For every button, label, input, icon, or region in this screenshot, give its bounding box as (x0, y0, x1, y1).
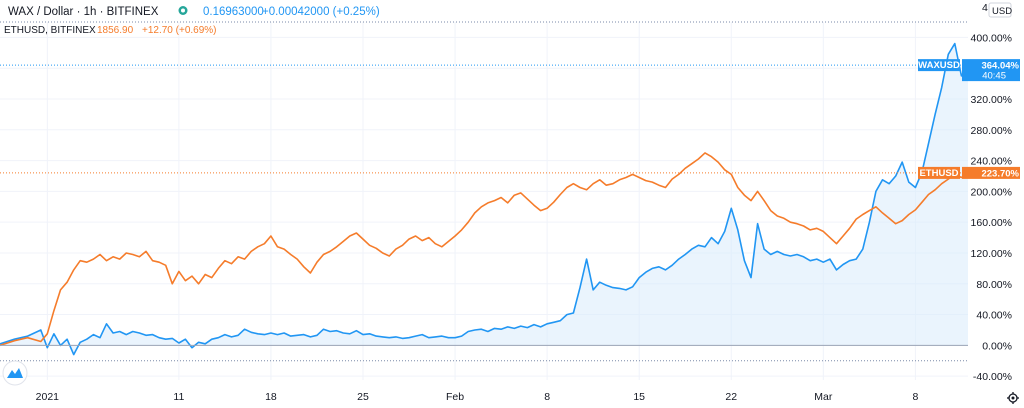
y-tick-label: 240.00% (971, 156, 1012, 168)
x-tick-label: 11 (173, 391, 184, 403)
y-tick-label: -40.00% (973, 371, 1012, 383)
y-tick-partial: 4 (982, 2, 988, 14)
x-tick-label: Feb (446, 391, 464, 403)
y-tick-label: 400.00% (971, 32, 1012, 44)
eth-price: 1856.90 (97, 25, 134, 36)
x-tick-label: 18 (265, 391, 277, 403)
area-layer (0, 43, 968, 355)
y-tick-label: 120.00% (971, 248, 1012, 260)
series-line-ethusd[interactable] (0, 152, 969, 347)
eth-change: +12.70 (+0.69%) (142, 25, 217, 36)
series-name-tag-text: WAXUSD (918, 60, 960, 71)
x-tick-label: Mar (814, 391, 833, 403)
series-area-waxusd (0, 43, 968, 355)
wax-change: +0.00042000 (+0.25%) (262, 6, 380, 18)
y-tick-label: 320.00% (971, 94, 1012, 106)
y-tick-label: 0.00% (982, 340, 1012, 352)
series-name-tag (918, 59, 960, 72)
series-name-tag-text: ETHUSD (919, 168, 958, 179)
settings-gear-icon[interactable] (1007, 392, 1019, 404)
series-value-tag (962, 59, 1020, 82)
y-tick-label: 280.00% (971, 125, 1012, 137)
market-status-icon-dot (181, 8, 185, 13)
series-value-tag-text: 223.70% (981, 168, 1019, 179)
refline-layer (0, 21, 968, 362)
line-layer (0, 42, 969, 356)
y-axis[interactable]: 400.00%360.00%320.00%280.00%240.00%200.0… (971, 32, 1012, 383)
last-value-labels: WAXUSD 364.04%40:45 ETHUSD 223.70% (918, 59, 1020, 179)
chart-legend: WAX / Dollar · 1h · BITFINEX 0.16963000 … (4, 6, 380, 36)
y-tick-label: 80.00% (976, 279, 1012, 291)
wax-price: 0.16963000 (203, 6, 264, 18)
series-countdown-text: 40:45 (982, 71, 1006, 82)
tradingview-logo-icon[interactable] (2, 360, 28, 386)
x-tick-label: 25 (357, 391, 369, 403)
series-value-tag (962, 166, 1020, 179)
x-tick-label: 8 (912, 391, 918, 403)
y-tick-label: 40.00% (976, 310, 1012, 322)
compare-symbol[interactable]: ETHUSD, BITFINEX (4, 25, 96, 36)
x-tick-label: 22 (725, 391, 737, 403)
y-tick-label: 160.00% (971, 217, 1012, 229)
series-line-waxusd[interactable] (0, 42, 969, 356)
currency-label: USD (992, 6, 1012, 17)
x-tick-label: 8 (544, 391, 550, 403)
series-name-tag (918, 166, 960, 179)
currency-button[interactable]: USD (988, 2, 1012, 18)
symbol-title[interactable]: WAX / Dollar · 1h · BITFINEX (8, 6, 159, 18)
x-tick-label: 2021 (36, 391, 60, 403)
y-tick-label: 200.00% (971, 186, 1012, 198)
x-tick-label: 15 (633, 391, 645, 403)
x-axis[interactable]: 2021 11 18 25 Feb 8 15 22 Mar 8 (36, 391, 919, 403)
series-value-tag-text: 364.04% (981, 61, 1019, 72)
